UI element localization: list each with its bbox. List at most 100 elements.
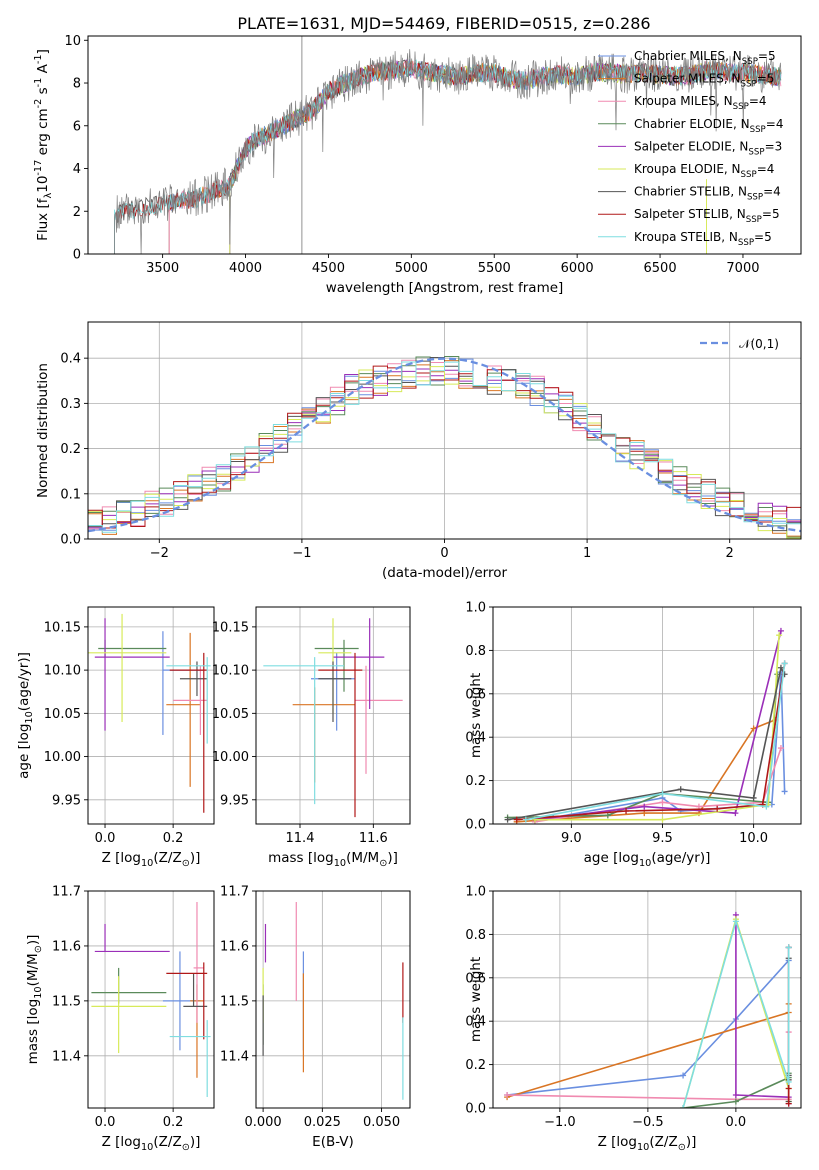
legend-label: Chabrier ELODIE, NSSP=4 — [634, 117, 783, 135]
weight-marker — [732, 810, 739, 817]
x-axis-label: Z [log10(Z/Z⊙)] — [102, 850, 201, 869]
y-tick-label: 9.95 — [220, 793, 249, 808]
weight-marker — [677, 786, 684, 793]
x-axis-label: Z [log10(Z/Z⊙)] — [102, 1134, 201, 1153]
x-tick-label: 0.2 — [163, 1115, 184, 1130]
x-tick-label: 11.4 — [286, 831, 315, 846]
y-tick-label: 0.3 — [60, 397, 81, 412]
x-tick-label: 1 — [583, 546, 591, 561]
axes-frame — [492, 890, 802, 1109]
y-tick-label: 10.10 — [44, 664, 81, 679]
x-axis-label: wavelength [Angstrom, rest frame] — [326, 280, 564, 296]
y-tick-label: 11.5 — [220, 994, 249, 1009]
weight-marker — [777, 627, 784, 634]
legend-label: 𝒩(0,1) — [739, 337, 779, 351]
error-bar-point — [333, 618, 385, 710]
y-tick-label: 10 — [64, 34, 81, 49]
x-tick-label: 5500 — [478, 261, 511, 276]
panel-residuals: −2 −1 0 1 2 0.0 0.1 0.2 0.3 0.4 (data-model)/error… — [35, 321, 802, 581]
x-tick-label: 3500 — [146, 261, 179, 276]
y-tick-label: 0.0 — [465, 1102, 486, 1117]
weight-marker — [776, 632, 783, 639]
figure-title: PLATE=1631, MJD=54469, FIBERID=0515, z=0… — [237, 14, 650, 33]
panel-mass_vs_ebv: 0.000 0.025 0.050 11.4 11.5 11.6 11.7 E(B-V) — [220, 885, 411, 1150]
x-tick-label: 2 — [726, 546, 734, 561]
error-bar-point — [318, 652, 363, 818]
panel-weight_vs_age: 9.0 9.5 10.0 0.0 0.2 0.4 0.6 0.8 1.0 age [log10(a… — [465, 601, 802, 869]
weight-marker — [641, 803, 648, 810]
y-tick-label: 0 — [73, 248, 81, 263]
weight-marker — [732, 1098, 739, 1105]
histogram-line — [88, 365, 801, 529]
y-tick-label: 1.0 — [465, 601, 486, 616]
y-axis-label: Normed distribution — [35, 363, 51, 498]
weight-marker — [785, 944, 792, 951]
x-tick-label: 4500 — [312, 261, 345, 276]
model-spectrum-line — [114, 59, 782, 254]
weight-marker — [714, 805, 721, 812]
weight-marker — [504, 1091, 511, 1098]
x-tick-label: 0.0 — [95, 831, 116, 846]
legend-label: Chabrier STELIB, NSSP=4 — [634, 185, 781, 203]
error-bar-point — [263, 657, 344, 805]
legend-label: Salpeter MILES, NSSP=5 — [634, 72, 774, 90]
x-tick-label: 7000 — [726, 261, 759, 276]
legend-label: Kroupa MILES, NSSP=4 — [634, 94, 767, 112]
axes-frame — [87, 35, 802, 255]
plot-area — [91, 901, 211, 1098]
y-tick-label: 11.6 — [52, 939, 81, 954]
x-tick-label: 0.000 — [244, 1115, 281, 1130]
plot-area — [504, 911, 792, 1108]
x-tick-label: 0.0 — [726, 1115, 747, 1130]
model-spectrum-line — [114, 61, 781, 254]
weight-marker — [750, 725, 757, 732]
error-bar-point — [173, 665, 208, 735]
weight-marker — [659, 790, 666, 797]
legend: 𝒩(0,1) — [700, 337, 779, 351]
weight-marker — [680, 1105, 687, 1108]
legend: Chabrier MILES, NSSP=5 Salpeter MILES, NS… — [598, 49, 783, 248]
x-tick-label: 0.0 — [95, 1115, 116, 1130]
y-tick-label: 0.6 — [465, 687, 486, 702]
plot-area — [262, 901, 404, 1100]
x-tick-label: −1.0 — [544, 1115, 576, 1130]
y-tick-label: 11.7 — [220, 885, 249, 900]
panel-age_vs_mass: 11.4 11.6 9.95 10.00 10.05 10.10 10.15 mass [lo… — [212, 606, 411, 869]
y-tick-label: 0.8 — [465, 928, 486, 943]
weight-marker — [777, 664, 784, 671]
x-tick-label: 11.6 — [359, 831, 388, 846]
y-axis-label: mass weight — [468, 673, 484, 758]
x-tick-label: −2 — [150, 546, 169, 561]
histogram-line — [88, 366, 801, 539]
weight-marker — [785, 1100, 792, 1107]
y-tick-label: 0.8 — [465, 644, 486, 659]
y-tick-label: 8 — [73, 77, 81, 92]
y-tick-label: 0.0 — [465, 818, 486, 833]
weight-marker — [504, 816, 511, 823]
error-bar-point — [162, 631, 204, 735]
weight-marker — [785, 1085, 792, 1092]
axes-frame — [255, 606, 411, 825]
weight-marker — [763, 803, 770, 810]
plot-area — [88, 613, 211, 813]
x-tick-label: 6500 — [644, 261, 677, 276]
gaussian-curve — [88, 357, 801, 533]
x-axis-label: (data-model)/error — [382, 565, 508, 581]
panel-spectrum: 3500 4000 4500 5000 5500 6000 6500 7000 0 2 4 6 8 10 w… — [33, 34, 802, 296]
weight-marker — [522, 816, 529, 823]
weight-marker — [785, 1078, 792, 1085]
histogram-line — [88, 356, 801, 538]
y-tick-label: 0.1 — [60, 487, 81, 502]
x-axis-label: age [log10(age/yr)] — [584, 850, 711, 869]
weight-marker — [732, 918, 739, 925]
weight-marker — [781, 660, 788, 667]
y-tick-label: 6 — [73, 119, 81, 134]
x-tick-label: 5000 — [395, 261, 428, 276]
weight-marker — [513, 816, 520, 823]
error-bar-point — [169, 1020, 211, 1098]
x-tick-label: −1 — [292, 546, 311, 561]
axes-frame — [87, 890, 215, 1109]
error-bar-point — [166, 962, 208, 1040]
y-tick-label: 0.4 — [465, 731, 486, 746]
